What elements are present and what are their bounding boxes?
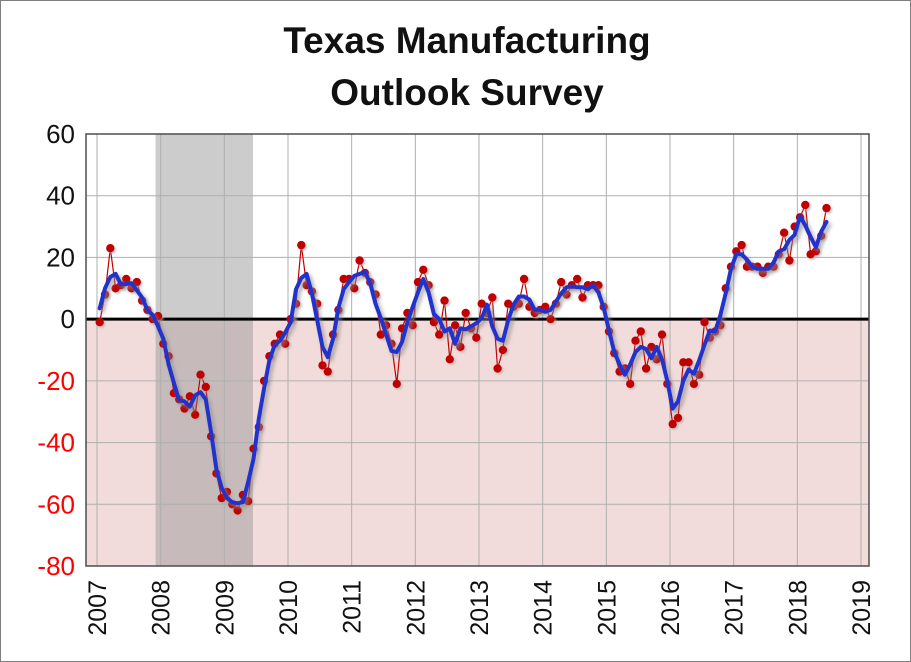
data-point — [626, 379, 635, 389]
y-axis-tick-label: 20 — [46, 242, 75, 272]
chart-title-line2: Outlook Survey — [330, 72, 604, 113]
data-point — [758, 268, 767, 278]
data-point — [297, 240, 306, 250]
y-axis-tick-label: 40 — [46, 181, 75, 211]
x-axis-tick-label: 2015 — [593, 580, 621, 636]
y-axis-tick-label: 60 — [46, 119, 75, 149]
x-axis-tick-label: 2016 — [657, 580, 685, 636]
plot-border — [85, 133, 870, 567]
data-point — [657, 330, 667, 339]
data-point — [641, 364, 651, 373]
data-point — [488, 293, 497, 302]
data-point — [546, 314, 555, 324]
x-axis-tick-label: 2012 — [402, 580, 430, 636]
moving-average-line — [97, 214, 829, 506]
data-point — [445, 355, 454, 364]
y-axis-tick-label: -60 — [37, 489, 75, 519]
y-axis-tick-label: 0 — [61, 304, 75, 334]
x-axis-tick-label: 2007 — [84, 580, 112, 636]
data-point — [419, 265, 428, 274]
data-point — [737, 240, 746, 250]
data-point — [779, 228, 789, 237]
x-axis-labels: 2007 2008 2009 2010 2011 2012 2013 2014 2015 2016… — [84, 580, 876, 636]
x-axis-tick-label: 2014 — [530, 580, 558, 636]
data-point — [822, 203, 831, 213]
data-point — [244, 497, 253, 506]
x-axis-tick-label: 2018 — [784, 580, 812, 636]
data-point — [201, 382, 210, 392]
y-axis-tick-label: -20 — [37, 366, 75, 396]
data-point — [318, 361, 327, 370]
data-point — [456, 342, 465, 352]
data-point — [647, 342, 656, 352]
data-point — [323, 367, 332, 376]
data-point — [578, 293, 587, 302]
x-axis-tick-label: 2017 — [721, 580, 749, 636]
data-point — [811, 247, 821, 256]
data-point — [450, 321, 460, 330]
data-point — [684, 358, 693, 367]
data-point — [180, 404, 189, 413]
data-point — [355, 256, 364, 265]
data-point — [652, 355, 661, 364]
data-point — [429, 318, 439, 327]
data-point — [122, 274, 131, 284]
x-axis-tick-label: 2010 — [275, 580, 303, 636]
chart-title-line1: Texas Manufacturing — [283, 20, 650, 61]
data-point — [801, 200, 810, 210]
data-point — [668, 419, 677, 429]
data-point — [392, 379, 401, 389]
data-point — [700, 318, 709, 327]
data-point — [440, 296, 449, 305]
y-axis-labels: 60 40 20 0 -20 -40 -60 -80 — [37, 119, 75, 581]
x-axis-tick-label: 2008 — [148, 580, 176, 636]
data-point — [695, 370, 704, 379]
data-point — [541, 302, 550, 311]
data-point — [233, 506, 242, 515]
data-point — [631, 336, 640, 345]
data-point — [498, 345, 508, 355]
y-axis-tick-label: -40 — [37, 428, 75, 458]
data-point — [461, 308, 470, 318]
data-point — [196, 370, 205, 379]
x-axis-tick-label: 2011 — [339, 580, 367, 634]
data-point — [519, 274, 529, 284]
data-point — [95, 318, 104, 327]
data-point — [106, 244, 115, 253]
data-point — [689, 379, 699, 389]
data-point — [636, 327, 645, 336]
x-axis-tick-label: 2013 — [466, 580, 494, 636]
data-point — [435, 330, 444, 339]
data-point — [472, 333, 481, 342]
data-point — [673, 413, 683, 423]
data-point — [785, 256, 794, 265]
data-point — [408, 321, 417, 330]
x-axis-tick-label: 2019 — [848, 580, 876, 636]
y-axis-tick-label: -80 — [37, 551, 75, 581]
data-point — [477, 299, 486, 308]
data-point — [557, 277, 566, 287]
data-point — [493, 364, 502, 373]
data-point — [376, 330, 385, 339]
data-point — [191, 410, 200, 419]
data-point — [281, 339, 290, 348]
recession-band — [155, 134, 253, 566]
data-point — [350, 284, 359, 293]
x-axis-tick-label: 2009 — [211, 580, 239, 636]
data-point — [573, 274, 582, 284]
